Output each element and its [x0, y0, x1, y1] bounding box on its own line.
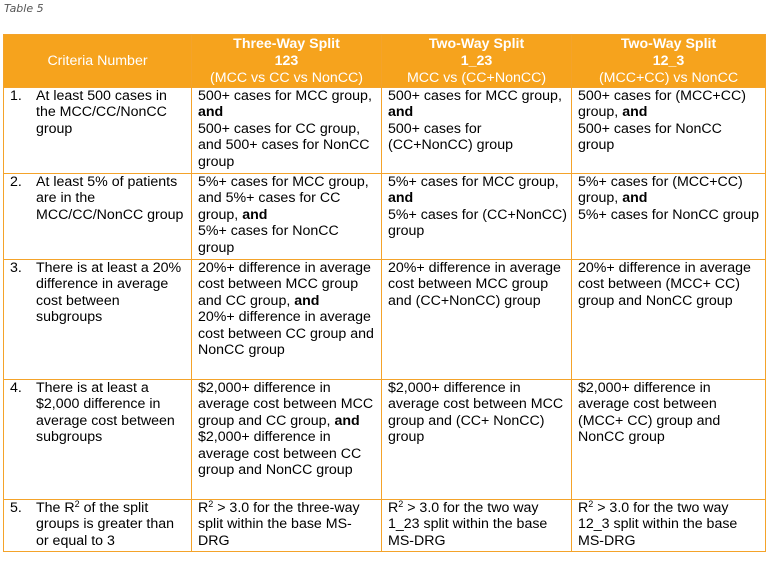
- three-way-cell: R2 > 3.0 for the three-way split within …: [191, 499, 382, 552]
- table-caption: Table 5: [4, 2, 44, 15]
- criteria-number: 4.: [10, 380, 22, 396]
- two-way-1-23-cell: 5%+ cases for MCC group, and 5%+ cases fo…: [381, 173, 572, 260]
- table-row: 4. There is at least a $2,000 difference …: [3, 379, 766, 500]
- criteria-table: Criteria Number Three-Way Split 123 (MCC…: [3, 34, 766, 552]
- header-row: Criteria Number Three-Way Split 123 (MCC…: [3, 34, 766, 88]
- header-col3-code: 12_3: [652, 53, 685, 69]
- header-col2-code: 1_23: [460, 53, 493, 69]
- two-way-12-3-cell: 5%+ cases for (MCC+CC) group, and 5%+ cas…: [571, 173, 766, 260]
- criteria-cell: 1. At least 500 cases in the MCC/CC/NonCC…: [3, 87, 192, 174]
- criteria-text: At least 5% of patients are in the MCC/C…: [36, 174, 184, 223]
- criteria-text: There is at least a 20% difference in av…: [36, 260, 182, 326]
- three-way-cell: 5%+ cases for MCC group, and 5%+ cases f…: [191, 173, 382, 260]
- header-col2-title: Two-Way Split: [428, 36, 525, 52]
- criteria-text: There is at least a $2,000 difference in…: [36, 380, 175, 446]
- table-row: 1. At least 500 cases in the MCC/CC/NonCC…: [3, 87, 766, 174]
- two-way-1-23-cell: 20%+ difference in average cost between …: [381, 259, 572, 380]
- three-way-cell: 20%+ difference in average cost between …: [191, 259, 382, 380]
- criteria-cell: 3. There is at least a 20% difference in …: [3, 259, 192, 380]
- criteria-number: 2.: [10, 174, 22, 190]
- criteria-number: 1.: [10, 88, 22, 104]
- header-two-way-split-1-23: Two-Way Split 1_23 MCC vs (CC+NonCC): [381, 34, 572, 88]
- header-three-way-split: Three-Way Split 123 (MCC vs CC vs NonCC): [191, 34, 382, 88]
- header-col2-desc: MCC vs (CC+NonCC): [406, 70, 547, 86]
- two-way-12-3-cell: 500+ cases for (MCC+CC) group, and 500+ c…: [571, 87, 766, 174]
- criteria-cell: 5. The R2 of the split groups is greater …: [3, 499, 192, 552]
- two-way-1-23-cell: 500+ cases for MCC group, and 500+ cases …: [381, 87, 572, 174]
- header-col3-desc: (MCC+CC) vs NonCC: [598, 70, 739, 86]
- criteria-text: The R2 of the split groups is greater th…: [36, 499, 175, 549]
- header-criteria-number: Criteria Number: [3, 34, 192, 88]
- header-col3-title: Two-Way Split: [620, 36, 717, 52]
- criteria-text: At least 500 cases in the MCC/CC/NonCC g…: [36, 88, 167, 137]
- criteria-number: 3.: [10, 260, 22, 276]
- table-row: 3. There is at least a 20% difference in …: [3, 259, 766, 380]
- header-two-way-split-12-3: Two-Way Split 12_3 (MCC+CC) vs NonCC: [571, 34, 766, 88]
- table-row: 2. At least 5% of patients are in the MCC…: [3, 173, 766, 260]
- criteria-number: 5.: [10, 500, 22, 516]
- criteria-cell: 4. There is at least a $2,000 difference …: [3, 379, 192, 500]
- two-way-12-3-cell: R2 > 3.0 for the two way 12_3 split with…: [571, 499, 766, 552]
- three-way-cell: $2,000+ difference in average cost betwe…: [191, 379, 382, 500]
- two-way-12-3-cell: $2,000+ difference in average cost betwe…: [571, 379, 766, 500]
- header-col1-title: Three-Way Split: [233, 36, 340, 52]
- header-col1-desc: (MCC vs CC vs NonCC): [210, 70, 363, 86]
- header-col1-code: 123: [274, 53, 299, 69]
- two-way-1-23-cell: $2,000+ difference in average cost betwe…: [381, 379, 572, 500]
- criteria-cell: 2. At least 5% of patients are in the MCC…: [3, 173, 192, 260]
- three-way-cell: 500+ cases for MCC group, and 500+ cases …: [191, 87, 382, 174]
- two-way-12-3-cell: 20%+ difference in average cost between …: [571, 259, 766, 380]
- table-row: 5. The R2 of the split groups is greater …: [3, 499, 766, 552]
- two-way-1-23-cell: R2 > 3.0 for the two way 1_23 split with…: [381, 499, 572, 552]
